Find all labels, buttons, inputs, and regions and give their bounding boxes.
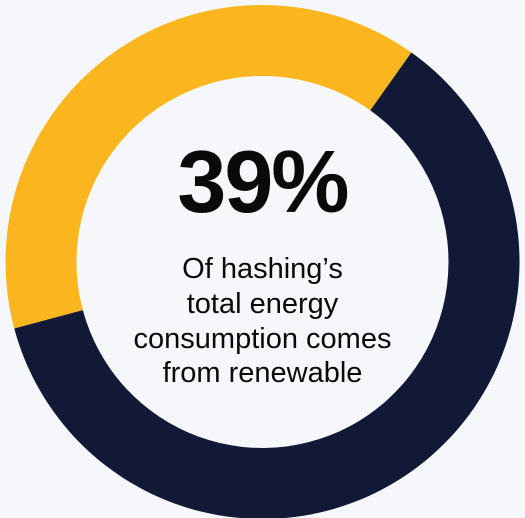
caption-line-2: total energy <box>186 287 339 320</box>
caption-line-4: from renewable <box>162 357 363 390</box>
caption-line-1: Of hashing’s <box>182 253 343 285</box>
donut-slice-renewable <box>5 4 412 329</box>
donut-slice-other <box>14 52 520 518</box>
caption-line-3: consumption comes <box>133 322 392 355</box>
center-percentage: 39% <box>177 132 349 231</box>
center-caption: Of hashing’s total energy consumption co… <box>0 252 525 391</box>
